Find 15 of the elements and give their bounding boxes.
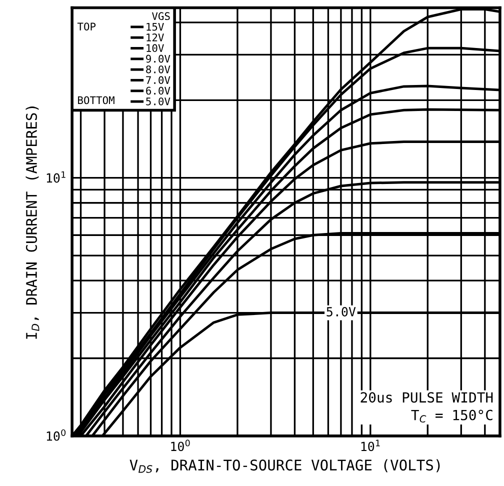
legend-label: 15V — [146, 22, 164, 31]
legend-label: 9.0V — [146, 54, 170, 63]
legend-label: 12V — [146, 33, 164, 42]
y-axis-title: I$_{D}$, DRAIN CURRENT (AMPERES) — [26, 106, 40, 339]
annotation: 20us PULSE WIDTH T$_{C}$ = 150°C — [360, 392, 493, 423]
legend-title: VGS — [152, 12, 170, 20]
legend-label: 6.0V — [146, 86, 170, 95]
x-axis-title: V$_{DS}$, DRAIN-TO-SOURCE VOLTAGE (VOLTS) — [130, 459, 440, 473]
legend-label: 10V — [146, 44, 164, 52]
legend-label: 7.0V — [146, 76, 170, 84]
legend-label: 5.0V — [146, 97, 170, 106]
annotation: BOTTOM — [78, 96, 114, 104]
legend-label: 8.0V — [146, 65, 170, 74]
annotation: TOP — [77, 22, 96, 31]
annotation: 5.0V — [326, 307, 356, 316]
